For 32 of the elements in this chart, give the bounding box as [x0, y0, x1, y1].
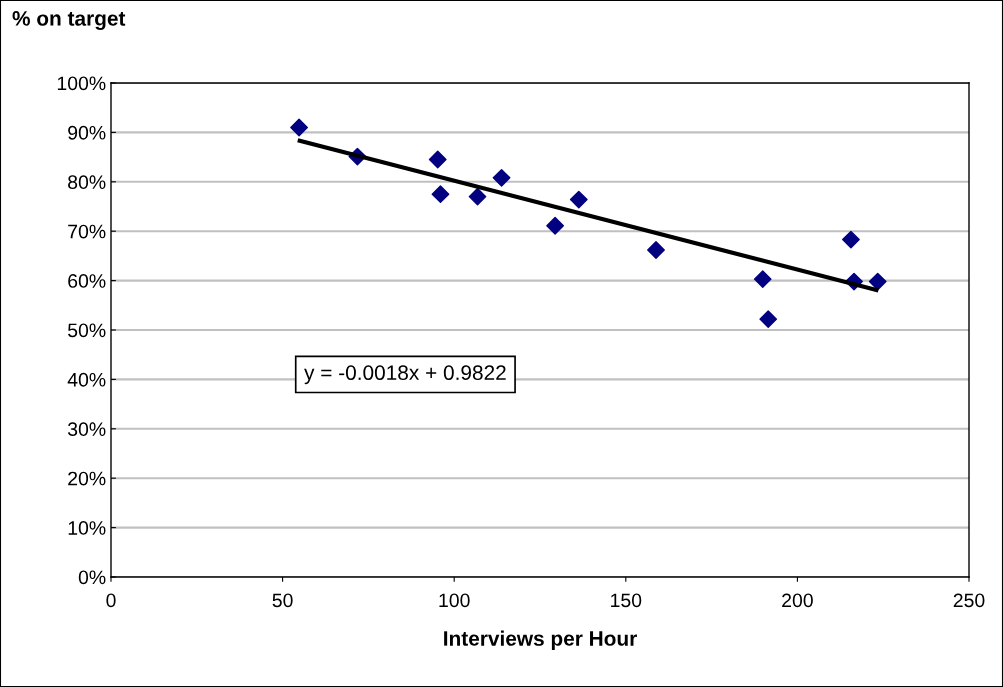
y-tick-label: 40%: [67, 372, 106, 387]
point: [290, 118, 308, 137]
x-tick-label: 50: [272, 593, 293, 608]
x-tick-label: 100: [439, 593, 470, 608]
y-tick-label: 10%: [68, 521, 106, 535]
point: [468, 187, 487, 206]
annotation: y = -0.0018x + 0.9822: [304, 365, 506, 385]
x-tick-label: 150: [611, 593, 642, 608]
point: [647, 241, 665, 259]
point: [569, 190, 588, 209]
point: [546, 216, 565, 235]
y-tick-label: 50%: [68, 323, 106, 338]
point: [842, 230, 860, 249]
y-tick-label: 20%: [68, 471, 106, 486]
point: [431, 185, 450, 204]
point: [753, 270, 772, 289]
y-tick-label: 30%: [67, 422, 106, 437]
point: [428, 150, 447, 169]
point: [759, 310, 778, 329]
x-tick-label: 200: [782, 593, 813, 608]
y-axis-title: % on target: [12, 11, 126, 30]
y-tick-label: 70%: [68, 224, 106, 239]
x-tick-label: 0: [106, 593, 116, 608]
y-tick-label: 80%: [68, 175, 106, 190]
y-tick-label: 90%: [68, 125, 106, 140]
point: [868, 272, 887, 291]
y-tick-label: 100%: [57, 76, 106, 91]
y-tick-label: 0%: [78, 570, 106, 585]
x-axis-title: Interviews per Hour: [444, 630, 637, 650]
x-tick-label: 250: [953, 593, 985, 608]
point: [492, 168, 511, 187]
y-tick-label: 60%: [68, 274, 106, 288]
